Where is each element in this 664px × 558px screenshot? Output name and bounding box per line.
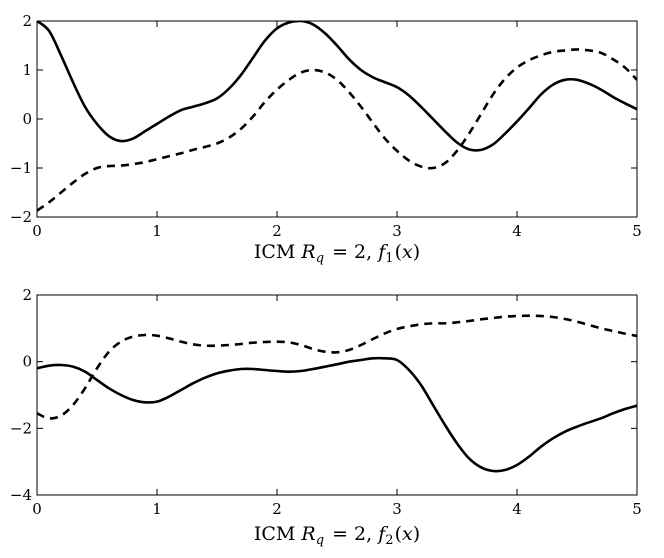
series-dashed-line [37, 314, 637, 420]
axes-frame [36, 294, 638, 496]
y-tick-label: −1 [10, 159, 32, 177]
x-tick-label: 2 [272, 222, 282, 240]
x-tick-label: 2 [272, 500, 282, 518]
x-tick-label: 1 [152, 222, 162, 240]
x-tick-label: 0 [32, 222, 42, 240]
x-tick-label: 1 [152, 500, 162, 518]
chart-panel-2: 0 1 2 3 4 5 −4 −2 0 2 ICM Rq = 2, f2(x) [10, 286, 642, 548]
x-tick-label: 3 [392, 500, 402, 518]
series-solid-line [37, 356, 637, 473]
x-tick-label: 4 [512, 222, 522, 240]
y-tick-label: −2 [10, 419, 32, 437]
x-tick-label: 0 [32, 500, 42, 518]
x-axis-label: ICM Rq = 2, f2(x) [254, 523, 420, 548]
x-tick-label: 3 [392, 222, 402, 240]
y-tick-label: −4 [10, 486, 32, 504]
x-tick-label: 4 [512, 500, 522, 518]
x-tick-label: 5 [632, 222, 642, 240]
y-tick-label: 1 [22, 61, 32, 79]
y-tick-label: 2 [22, 286, 32, 304]
x-axis-label: ICM Rq = 2, f1(x) [254, 241, 420, 266]
x-tick-label: 5 [632, 500, 642, 518]
axes-frame [36, 20, 638, 218]
y-tick-label: 0 [22, 353, 32, 371]
y-tick-label: 2 [22, 12, 32, 30]
series-dashed-line [37, 48, 637, 212]
y-tick-label: −2 [10, 208, 32, 226]
series-solid-line [37, 21, 637, 152]
y-tick-label: 0 [22, 110, 32, 128]
